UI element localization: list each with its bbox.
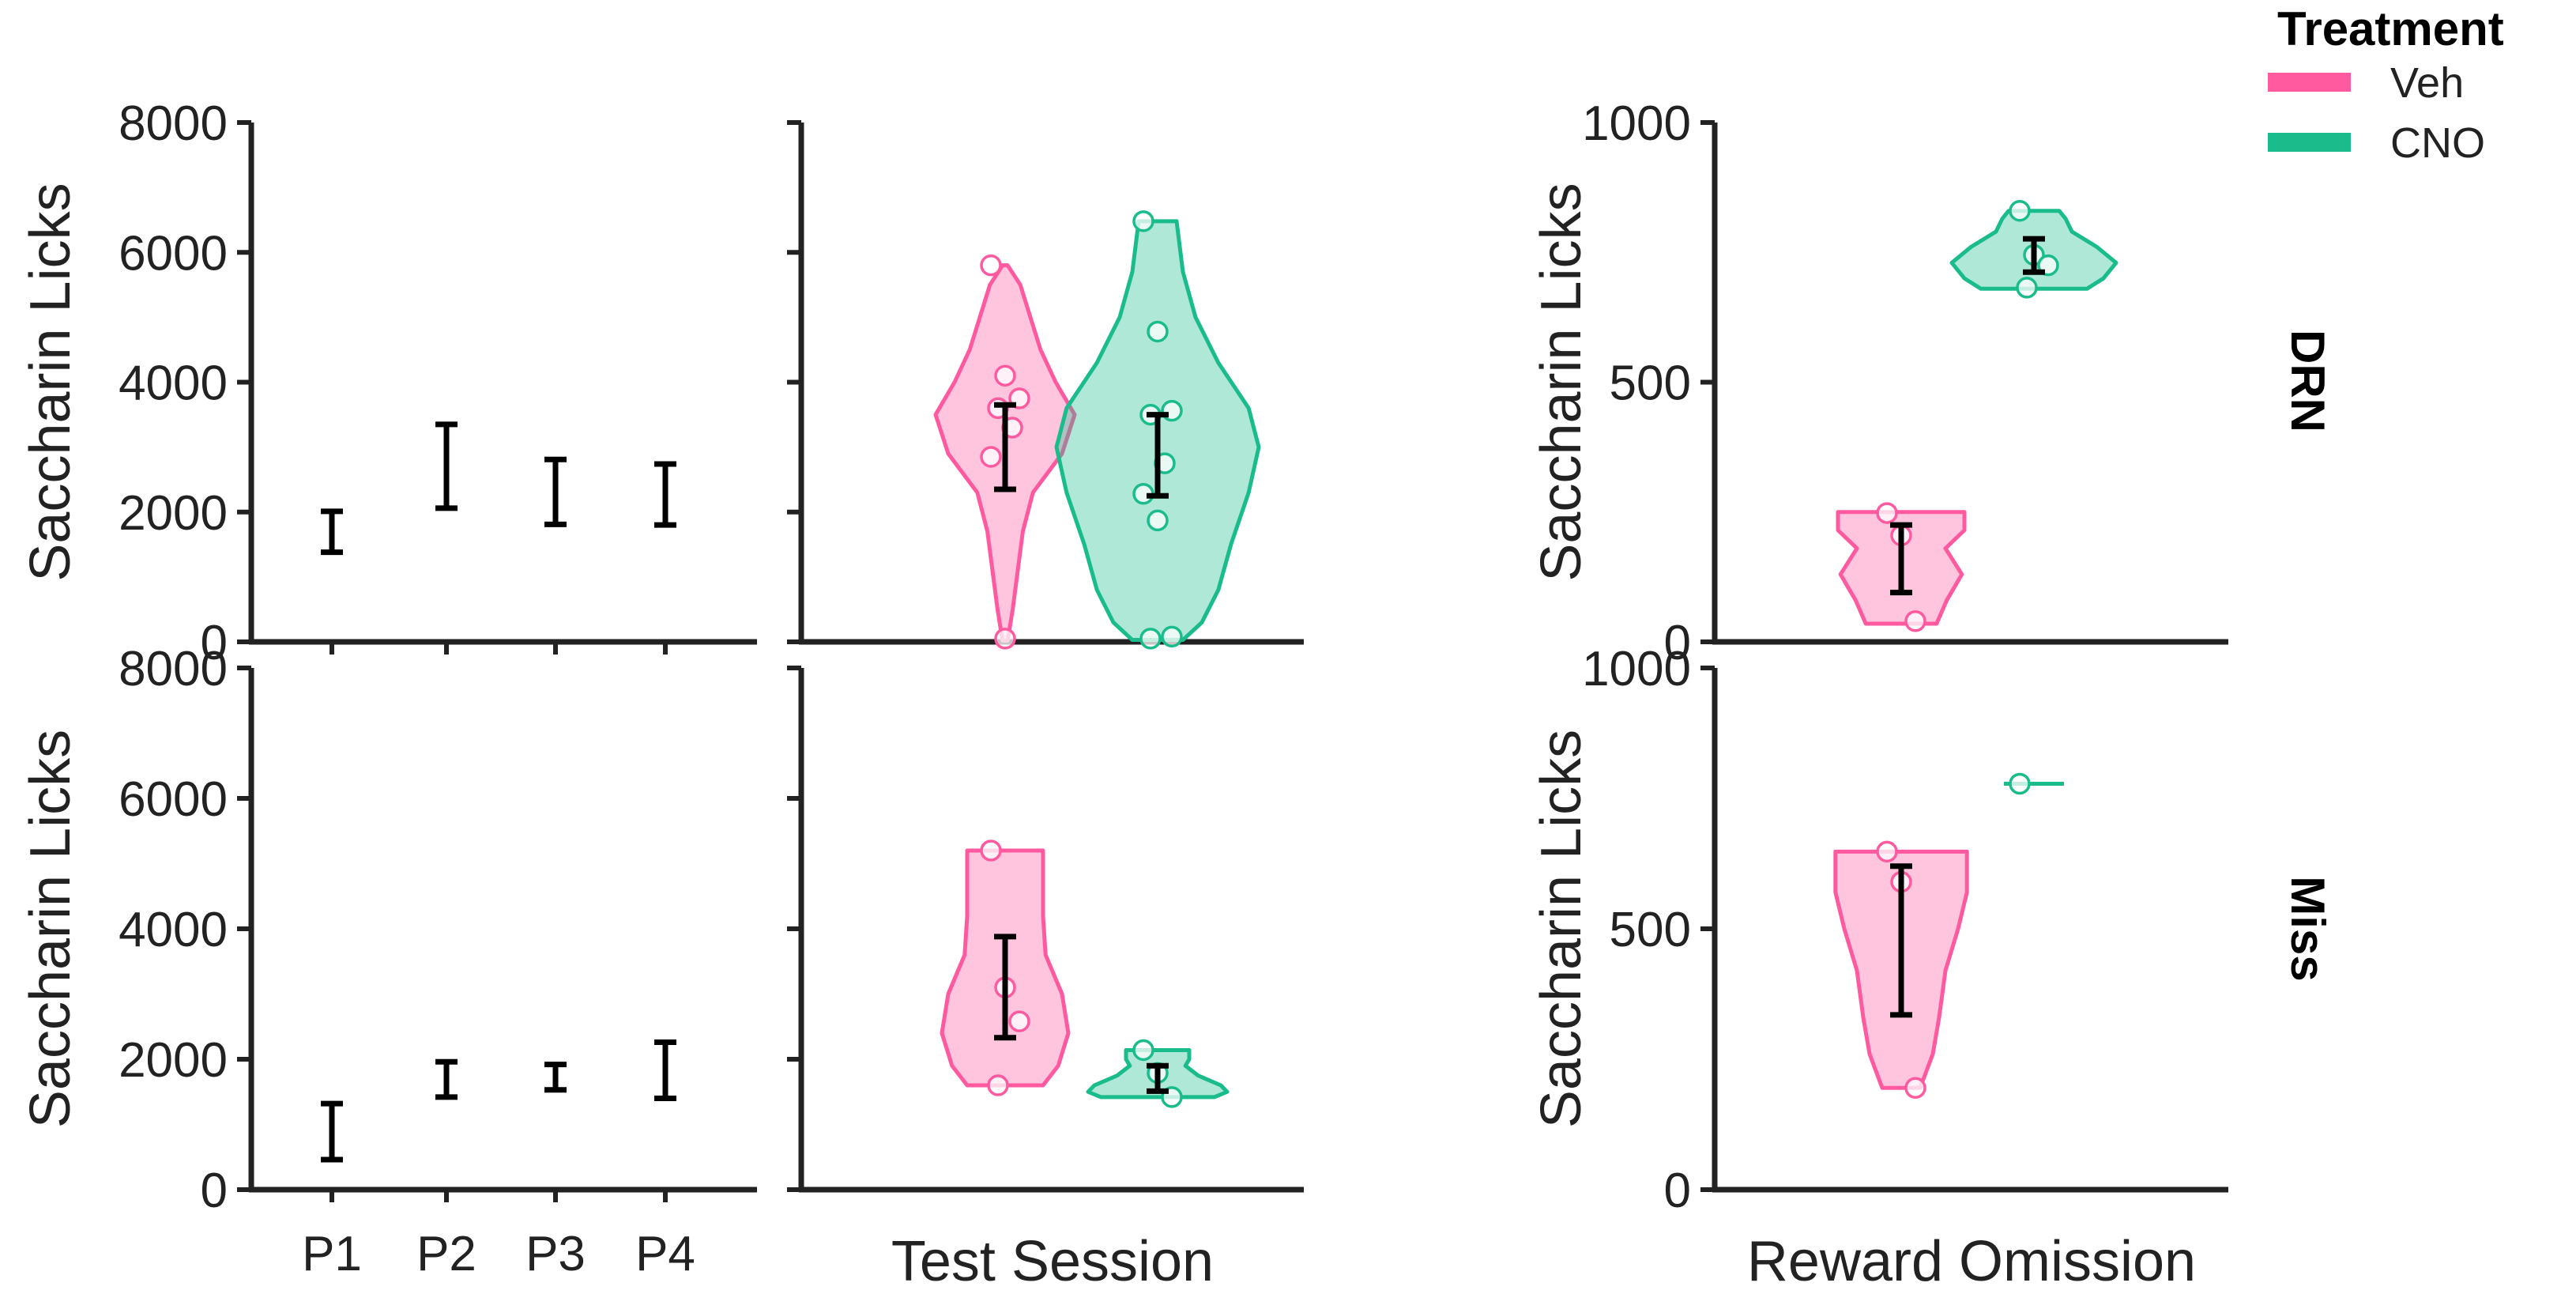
panel-6: 0 500 1000 Saccharin Licks Reward Omission (1530, 642, 2228, 1293)
y-tick-label: 6000 (119, 772, 228, 827)
data-point-veh (994, 628, 1016, 650)
y-tick-label: 0 (201, 616, 228, 670)
data-point-veh (1904, 609, 1926, 632)
panel-2 (787, 120, 1304, 650)
y-tick-label: 4000 (119, 357, 228, 411)
legend-label-cno: CNO (2390, 119, 2485, 167)
panel-1: 0 2000 4000 6000 8000 Saccharin Licks (19, 96, 757, 670)
y-axis-title: Saccharin Licks (19, 730, 82, 1128)
panel-4: 0 2000 4000 6000 8000 Saccharin Licks P1 P2 P3 P4 (19, 642, 757, 1281)
y-axis-title: Saccharin Licks (1530, 730, 1593, 1128)
y-axis-title: Saccharin Licks (1530, 183, 1593, 581)
x-tick-label: P1 (302, 1227, 362, 1281)
data-point-veh (1876, 840, 1898, 863)
y-tick-label: 1000 (1582, 96, 1691, 151)
y-tick-label: 8000 (119, 96, 228, 151)
y-tick-label: 500 (1610, 903, 1691, 957)
data-point-veh (980, 839, 1002, 862)
x-tick-label: P2 (416, 1227, 476, 1281)
x-tick-label: P4 (635, 1227, 695, 1281)
y-tick-label: 2000 (119, 1033, 228, 1088)
y-tick-label: 0 (201, 1164, 228, 1218)
data-point-veh (980, 446, 1002, 468)
y-tick-label: 500 (1610, 357, 1691, 411)
data-point-veh (987, 1074, 1009, 1096)
data-point-cno (1147, 320, 1169, 343)
y-tick-label: 0 (1664, 1164, 1691, 1218)
y-tick-label: 4000 (119, 903, 228, 957)
x-tick-label: P3 (525, 1227, 586, 1281)
data-point-cno (2016, 277, 2038, 299)
data-point-veh (1876, 502, 1898, 524)
legend-title: Treatment (2277, 2, 2504, 55)
strip-label-drn: DRN (2281, 330, 2334, 432)
data-point-cno (2009, 772, 2031, 795)
y-tick-label: 0 (1664, 616, 1691, 670)
y-tick-label: 1000 (1582, 642, 1691, 696)
data-point-veh (1008, 1010, 1030, 1032)
data-point-cno (1147, 509, 1169, 532)
data-point-veh (1904, 1077, 1926, 1100)
data-point-veh (994, 364, 1016, 387)
y-tick-label: 6000 (119, 226, 228, 281)
x-axis-title: Test Session (891, 1230, 1214, 1290)
data-point-cno (1139, 628, 1162, 650)
data-point-veh (980, 254, 1002, 277)
data-point-cno (1132, 1039, 1154, 1062)
y-tick-label: 2000 (119, 486, 228, 541)
y-axis-title: Saccharin Licks (19, 183, 82, 581)
y-tick-label: 8000 (119, 642, 228, 696)
strip-label-miss: Miss (2281, 876, 2334, 981)
data-point-cno (1161, 625, 1183, 648)
x-axis-title: Reward Omission (1747, 1230, 2196, 1290)
panel-3: 0 500 1000 Saccharin Licks (1530, 96, 2228, 670)
data-point-cno (1132, 210, 1154, 232)
panel-5: Test Session (787, 666, 1304, 1293)
legend-label-veh: Veh (2390, 59, 2464, 107)
data-point-cno (2009, 199, 2031, 222)
